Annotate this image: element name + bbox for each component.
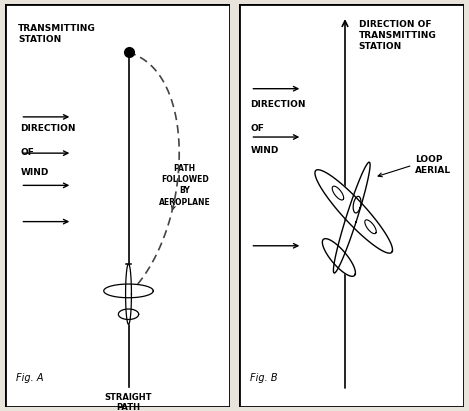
Polygon shape: [365, 220, 376, 234]
Polygon shape: [104, 284, 153, 298]
Text: Fig. A: Fig. A: [16, 373, 44, 383]
Text: LOOP
AERIAL: LOOP AERIAL: [415, 155, 451, 175]
Polygon shape: [322, 239, 356, 276]
Text: DIRECTION: DIRECTION: [250, 100, 306, 109]
Text: PATH
FOLLOWED
BY
AEROPLANE: PATH FOLLOWED BY AEROPLANE: [159, 164, 211, 206]
Polygon shape: [333, 162, 370, 273]
Text: WIND: WIND: [21, 168, 49, 177]
Polygon shape: [315, 170, 393, 253]
Text: WIND: WIND: [250, 146, 279, 155]
Text: STRAIGHT
PATH: STRAIGHT PATH: [105, 393, 152, 411]
Text: OF: OF: [21, 148, 34, 157]
Polygon shape: [118, 309, 139, 319]
Text: OF: OF: [250, 124, 265, 133]
Text: DIRECTION: DIRECTION: [21, 124, 76, 133]
Text: Fig. B: Fig. B: [250, 373, 278, 383]
Text: DIRECTION OF
TRANSMITTING
STATION: DIRECTION OF TRANSMITTING STATION: [358, 20, 436, 51]
Polygon shape: [126, 264, 131, 324]
Text: TRANSMITTING
STATION: TRANSMITTING STATION: [18, 24, 96, 44]
Polygon shape: [332, 186, 344, 200]
